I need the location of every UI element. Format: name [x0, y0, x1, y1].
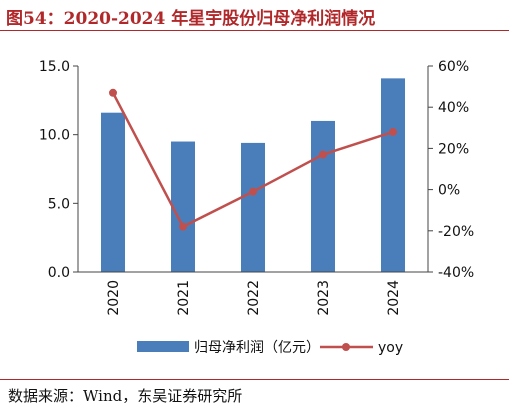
- yoy-point-2023: [319, 150, 327, 159]
- yoy-point-2020: [109, 88, 117, 97]
- line-series: [109, 88, 397, 231]
- left-tick-label: 10.0: [39, 128, 70, 144]
- x-tick-label-2020: 2020: [106, 280, 122, 316]
- legend-bar-swatch: [137, 341, 189, 352]
- yoy-point-2022: [249, 187, 257, 196]
- bar-series: [101, 78, 405, 273]
- bar-2022: [241, 142, 265, 272]
- right-tick-label: 0%: [438, 183, 460, 199]
- left-tick-label: 0.0: [48, 265, 70, 281]
- yoy-point-2021: [179, 222, 187, 231]
- bar-2021: [171, 141, 195, 272]
- x-tick-label-2023: 2023: [316, 280, 332, 316]
- legend: 归母净利润（亿元） yoy: [137, 339, 403, 356]
- x-tick-label-2024: 2024: [386, 280, 402, 316]
- source-rule: [0, 379, 509, 380]
- chart-axes: [73, 65, 433, 273]
- title-rule: [0, 30, 509, 31]
- source-note: 数据来源：Wind，东吴证券研究所: [8, 387, 243, 405]
- left-tick-label: 15.0: [39, 59, 70, 75]
- right-tick-label: 60%: [438, 59, 469, 75]
- right-tick-label: 40%: [438, 100, 469, 116]
- bar-2020: [101, 112, 125, 273]
- legend-line-label: yoy: [378, 340, 403, 356]
- right-tick-label: 20%: [438, 141, 469, 157]
- right-tick-label: -20%: [438, 224, 474, 240]
- figure-title: 图54：2020-2024 年星宇股份归母净利润情况: [6, 9, 376, 29]
- left-tick-label: 5.0: [48, 196, 70, 212]
- bar-2024: [381, 78, 405, 272]
- bar-2023: [311, 120, 335, 272]
- yoy-point-2024: [389, 127, 397, 136]
- x-tick-label-2021: 2021: [176, 280, 192, 316]
- right-tick-label: -40%: [438, 265, 474, 281]
- tick-labels: 0.0 5.0 10.0 15.0 -40% -20% 0% 20% 40% 60% 2020 202…: [39, 59, 474, 316]
- legend-line-marker: [342, 343, 350, 351]
- legend-bar-label: 归母净利润（亿元）: [194, 339, 320, 356]
- x-tick-label-2022: 2022: [246, 280, 262, 316]
